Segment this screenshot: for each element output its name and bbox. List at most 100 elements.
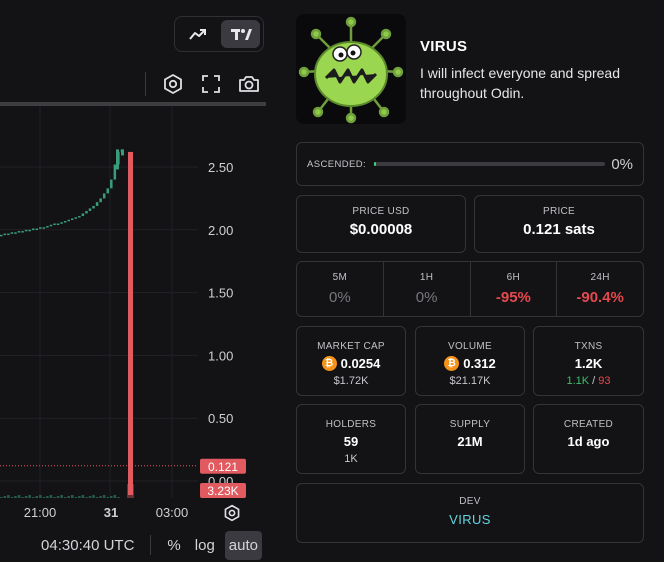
created-label: CREATED xyxy=(563,419,614,430)
candle xyxy=(67,219,70,222)
candle xyxy=(35,228,38,231)
token-text: VIRUS I will infect everyone and spread … xyxy=(420,14,646,126)
price-change-card: 5M 0% 1H 0% 6H -95% 24H -90.4% xyxy=(296,261,644,317)
utc-clock: 04:30:40 UTC xyxy=(41,536,135,554)
bottom-bar-divider xyxy=(150,535,152,555)
dev-label: DEV xyxy=(459,496,481,507)
chart-settings-button[interactable] xyxy=(160,71,186,97)
supply-label: SUPPLY xyxy=(449,419,491,430)
x-axis: 21:00 31 03:00 xyxy=(24,505,189,520)
candle xyxy=(31,228,35,231)
auto-scale-button[interactable]: auto xyxy=(224,530,262,560)
candle xyxy=(92,205,95,209)
market-cap-usd: $1.72K xyxy=(333,375,369,387)
volume-bar xyxy=(24,496,28,498)
price-badge-text: 0.121 xyxy=(208,460,238,474)
volume-card: VOLUME ₿ 0.312 $21.17K xyxy=(415,326,525,396)
volume-bar xyxy=(53,497,56,498)
hexagon-settings-icon xyxy=(164,73,182,95)
volume-badge: 3.23K xyxy=(200,483,246,498)
volume-bar xyxy=(113,495,117,498)
volume-bar xyxy=(81,495,85,498)
volume-bar xyxy=(110,496,113,498)
change-24h-value: -90.4% xyxy=(576,289,624,306)
market-cap-card: MARKET CAP ₿ 0.0254 $1.72K xyxy=(296,326,406,396)
token-name: VIRUS xyxy=(420,38,468,55)
virus-mascot-image xyxy=(298,16,404,124)
change-1h-label: 1H xyxy=(419,272,434,283)
ascended-progress-fill xyxy=(374,162,377,166)
candle xyxy=(85,210,88,214)
volume-badge-text: 3.23K xyxy=(207,484,238,498)
change-24h-label: 24H xyxy=(590,272,610,283)
change-24h[interactable]: 24H -90.4% xyxy=(557,262,643,316)
volume-bar xyxy=(71,495,74,498)
time-axis-settings-button[interactable] xyxy=(224,504,240,522)
volume-bar xyxy=(74,497,78,498)
candle xyxy=(102,193,106,199)
fullscreen-button[interactable] xyxy=(198,71,224,97)
txns-breakdown: 1.1K / 93 xyxy=(534,375,643,387)
volume-bar xyxy=(117,497,120,498)
volume-bar xyxy=(92,495,95,498)
holders-value: 59 xyxy=(343,434,359,449)
candle xyxy=(106,188,109,194)
price-usd-card: PRICE USD $0.00008 xyxy=(296,195,466,253)
y-tick-label: 1.00 xyxy=(208,348,233,363)
market-cap-label: MARKET CAP xyxy=(317,341,385,352)
candle xyxy=(42,227,46,229)
y-tick-label: 2.00 xyxy=(208,223,233,238)
candle xyxy=(17,231,21,233)
volume-bar xyxy=(95,497,99,498)
volume-bar xyxy=(28,495,31,498)
chart-panel: 0.00 0.50 1.00 1.50 2.00 2.50 21:00 31 03:00 0.… xyxy=(0,0,266,562)
candle xyxy=(99,198,102,203)
volume-bar xyxy=(60,495,63,498)
y-axis: 0.000.501.001.502.002.50 xyxy=(208,160,233,489)
candle xyxy=(0,234,3,237)
holders-card[interactable]: HOLDERS 59 1K xyxy=(296,404,406,474)
change-6h-label: 6H xyxy=(506,272,521,283)
price-sats-card: PRICE 0.121 sats xyxy=(474,195,644,253)
log-scale-button[interactable]: log xyxy=(194,536,215,554)
candle xyxy=(71,218,74,220)
candle xyxy=(10,232,14,234)
change-6h[interactable]: 6H -95% xyxy=(471,262,558,316)
ascended-progress-bar xyxy=(374,162,606,166)
token-description: I will infect everyone and spread throug… xyxy=(420,65,620,101)
volume-bar xyxy=(106,497,109,498)
change-5m[interactable]: 5M 0% xyxy=(297,262,384,316)
change-1h[interactable]: 1H 0% xyxy=(384,262,471,316)
volume-bar xyxy=(88,496,92,498)
percent-scale-button[interactable]: % xyxy=(167,536,181,554)
volume-bar xyxy=(7,495,10,498)
volume-bar xyxy=(21,497,24,498)
chart-grid xyxy=(0,106,198,498)
candle xyxy=(128,151,133,495)
candle-chart-button[interactable] xyxy=(221,20,260,48)
change-5m-label: 5M xyxy=(332,272,348,283)
volume-bar xyxy=(63,497,67,498)
token-avatar xyxy=(296,14,406,124)
price-usd-label: PRICE USD xyxy=(352,206,410,217)
candle xyxy=(63,221,67,223)
price-chart[interactable]: 0.000.501.001.502.002.50 21:00 31 03:00 0.… xyxy=(0,106,266,528)
price-sats-label: PRICE xyxy=(542,206,576,217)
price-usd-value: $0.00008 xyxy=(349,221,413,238)
dev-link[interactable]: VIRUS xyxy=(449,512,491,527)
candle xyxy=(39,227,42,229)
volume-bars xyxy=(0,484,134,498)
candle xyxy=(116,149,119,170)
camera-icon xyxy=(239,76,259,92)
volume-bar xyxy=(46,496,49,498)
txns-card: TXNS 1.2K 1.1K / 93 xyxy=(533,326,644,396)
x-tick-label: 21:00 xyxy=(24,505,57,520)
line-chart-button[interactable] xyxy=(178,20,217,48)
x-tick-label: 31 xyxy=(104,505,118,520)
volume-bar xyxy=(67,496,70,498)
candle xyxy=(24,229,28,232)
screenshot-button[interactable] xyxy=(236,71,262,97)
chart-toolbar xyxy=(0,66,266,102)
candle xyxy=(7,233,10,236)
volume-bar xyxy=(31,497,35,498)
